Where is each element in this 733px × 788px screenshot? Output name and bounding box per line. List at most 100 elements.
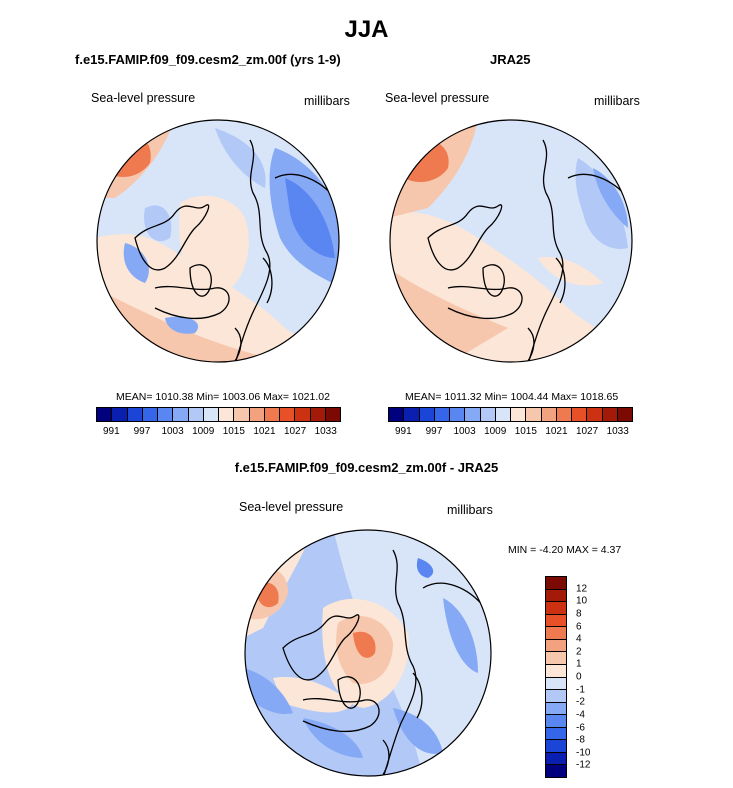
colorbar-swatch [617,408,632,421]
colorbar-tick-label: 12 [576,583,588,595]
colorbar-tick-label: 1033 [314,426,337,437]
panel-2-stats: MEAN= 1011.32 Min= 1004.44 Max= 1018.65 [405,391,619,403]
colorbar-swatch [465,408,481,421]
colorbar-tick-label: 8 [576,608,582,620]
colorbar-swatch [556,408,572,421]
colorbar-swatch [546,727,566,741]
panel-2-colorbar [388,407,633,422]
panel-2-polar-map [389,119,633,363]
panel-1-polar-map [96,119,340,363]
colorbar-swatch [546,677,566,691]
colorbar-tick-label: 1015 [222,426,245,437]
colorbar-swatch [572,408,588,421]
panel-3-variable-label: Sea-level pressure [239,500,344,514]
panel-2-variable-label: Sea-level pressure [385,91,490,105]
colorbar-swatch [546,627,566,640]
panel-2-title: JRA25 [490,52,531,67]
colorbar-swatch [112,408,128,421]
colorbar-tick-label: 1003 [161,426,184,437]
colorbar-swatch [602,408,618,421]
colorbar-swatch [188,408,204,421]
panel-1-title: f.e15.FAMIP.f09_f09.cesm2_zm.00f (yrs 1-… [75,52,341,67]
colorbar-tick-label: 1003 [453,426,476,437]
colorbar-swatch [546,614,566,628]
colorbar-swatch [546,639,566,653]
colorbar-swatch [546,752,566,766]
colorbar-swatch [546,702,566,716]
panel-3-stats: MIN = -4.20 MAX = 4.37 [508,544,622,556]
colorbar-swatch [249,408,265,421]
panel-3-polar-map [244,529,492,777]
colorbar-tick-label: -2 [576,696,585,708]
colorbar-swatch [546,577,566,590]
colorbar-swatch [546,602,566,615]
colorbar-tick-label: 1027 [575,426,599,437]
colorbar-tick-label: 10 [576,595,588,607]
colorbar-tick-label: -10 [576,747,591,759]
colorbar-swatch [546,740,566,753]
colorbar-swatch [546,589,566,603]
colorbar-tick-label: 997 [133,426,151,437]
colorbar-swatch [127,408,143,421]
panel-3-colorbar [545,576,567,778]
colorbar-swatch [546,664,566,678]
panel-1-stats: MEAN= 1010.38 Min= 1003.06 Max= 1021.02 [116,391,330,403]
colorbar-swatch [546,690,566,703]
colorbar-tick-label: 991 [394,426,412,437]
panel-2-colorbar-labels: 991 997 1003 1009 1015 1021 1027 1033 [388,426,633,440]
colorbar-swatch [546,715,566,728]
colorbar-tick-label: 1021 [545,426,568,437]
panel-1-colorbar-labels: 991 997 1003 1009 1015 1021 1027 1033 [96,426,341,440]
colorbar-tick-label: 1015 [514,426,537,437]
colorbar-tick-label: 1021 [253,426,276,437]
colorbar-tick-label: 0 [576,671,582,683]
panel-1-variable-label: Sea-level pressure [91,91,196,105]
colorbar-swatch [173,408,189,421]
colorbar-swatch [450,408,466,421]
colorbar-swatch [264,408,280,421]
panel-2-units-label: millibars [594,94,640,108]
colorbar-swatch [480,408,496,421]
colorbar-tick-label: 1009 [192,426,215,437]
colorbar-tick-label: 997 [425,426,443,437]
colorbar-swatch [546,765,566,777]
colorbar-swatch [495,408,511,421]
colorbar-tick-label: 991 [102,426,120,437]
colorbar-swatch [295,408,311,421]
colorbar-swatch [310,408,326,421]
panel-1-colorbar [96,407,341,422]
colorbar-swatch [219,408,235,421]
colorbar-tick-label: 1033 [606,426,629,437]
colorbar-tick-label: 1009 [484,426,507,437]
colorbar-swatch [511,408,527,421]
colorbar-tick-label: -8 [576,734,585,746]
panel-1-units-label: millibars [304,94,350,108]
colorbar-swatch [546,652,566,665]
colorbar-tick-label: 4 [576,633,582,645]
colorbar-swatch [97,408,113,421]
main-title: JJA [344,16,389,43]
colorbar-swatch [404,408,420,421]
colorbar-tick-label: 1027 [283,426,307,437]
colorbar-swatch [234,408,250,421]
colorbar-swatch [325,408,340,421]
colorbar-swatch [389,408,405,421]
colorbar-swatch [280,408,296,421]
colorbar-swatch [158,408,174,421]
colorbar-tick-label: -12 [576,759,591,771]
colorbar-swatch [419,408,435,421]
panel-3-units-label: millibars [447,503,493,517]
colorbar-tick-label: -1 [576,684,585,696]
colorbar-swatch [541,408,557,421]
colorbar-tick-label: -6 [576,722,585,733]
colorbar-tick-label: 6 [576,621,582,632]
panel-3-title: f.e15.FAMIP.f09_f09.cesm2_zm.00f - JRA25 [234,460,499,475]
colorbar-swatch [434,408,450,421]
colorbar-tick-label: -4 [576,709,585,721]
colorbar-swatch [142,408,158,421]
colorbar-tick-label: 2 [576,646,582,658]
colorbar-swatch [203,408,219,421]
colorbar-swatch [526,408,542,421]
colorbar-swatch [587,408,603,421]
colorbar-tick-label: 1 [576,658,582,670]
